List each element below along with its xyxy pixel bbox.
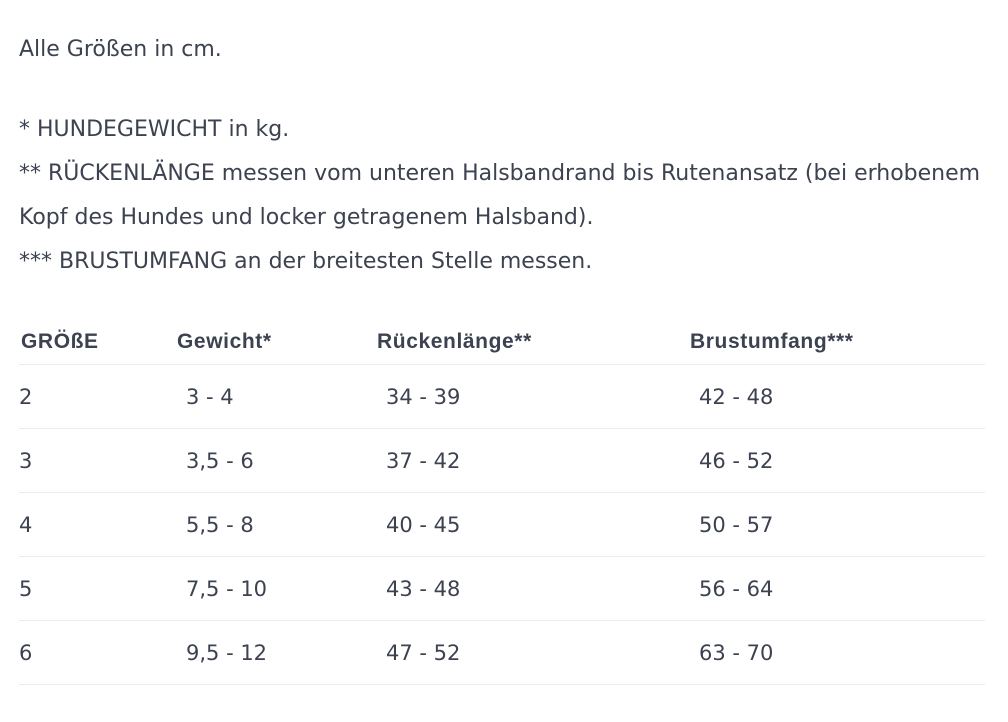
note-weight: * HUNDEGEWICHT in kg. xyxy=(19,117,290,142)
cell-chest-girth: 56 - 64 xyxy=(688,556,985,621)
size-table: GRÖßE Gewicht* Rückenlänge** Brustumfang… xyxy=(19,320,985,685)
note-back-length: ** RÜCKENLÄNGE messen vom unteren Halsba… xyxy=(19,161,981,230)
cell-size: 6 xyxy=(19,620,175,685)
cell-size: 4 xyxy=(19,492,175,557)
cell-size: 2 xyxy=(19,364,175,429)
cell-weight: 3,5 - 6 xyxy=(175,428,375,493)
header-chest-girth: Brustumfang*** xyxy=(688,320,985,365)
cell-size: 3 xyxy=(19,428,175,493)
measurement-notes: * HUNDEGEWICHT in kg. ** RÜCKENLÄNGE mes… xyxy=(19,108,985,284)
table-header-row: GRÖßE Gewicht* Rückenlänge** Brustumfang… xyxy=(19,320,985,365)
table-row: 3 3,5 - 6 37 - 42 46 - 52 xyxy=(19,428,985,493)
cell-back-length: 47 - 52 xyxy=(375,620,688,685)
table-row: 4 5,5 - 8 40 - 45 50 - 57 xyxy=(19,492,985,557)
intro-text: Alle Größen in cm. xyxy=(19,37,222,62)
header-weight: Gewicht* xyxy=(175,320,375,365)
header-size: GRÖßE xyxy=(19,320,175,365)
note-chest-girth: *** BRUSTUMFANG an der breitesten Stelle… xyxy=(19,249,593,274)
cell-chest-girth: 42 - 48 xyxy=(688,364,985,429)
table-row: 5 7,5 - 10 43 - 48 56 - 64 xyxy=(19,556,985,621)
cell-back-length: 40 - 45 xyxy=(375,492,688,557)
cell-back-length: 37 - 42 xyxy=(375,428,688,493)
cell-chest-girth: 50 - 57 xyxy=(688,492,985,557)
cell-size: 5 xyxy=(19,556,175,621)
table-row: 6 9,5 - 12 47 - 52 63 - 70 xyxy=(19,620,985,685)
table-row: 2 3 - 4 34 - 39 42 - 48 xyxy=(19,364,985,429)
cell-chest-girth: 46 - 52 xyxy=(688,428,985,493)
cell-back-length: 34 - 39 xyxy=(375,364,688,429)
cell-chest-girth: 63 - 70 xyxy=(688,620,985,685)
cell-weight: 3 - 4 xyxy=(175,364,375,429)
cell-weight: 9,5 - 12 xyxy=(175,620,375,685)
header-back-length: Rückenlänge** xyxy=(375,320,688,365)
cell-weight: 7,5 - 10 xyxy=(175,556,375,621)
cell-back-length: 43 - 48 xyxy=(375,556,688,621)
cell-weight: 5,5 - 8 xyxy=(175,492,375,557)
